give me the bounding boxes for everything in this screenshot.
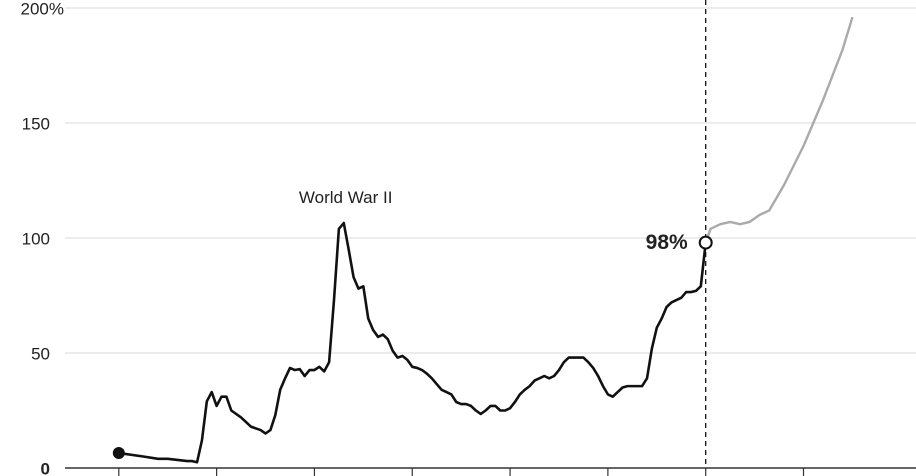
y-tick-label: 50	[31, 344, 50, 363]
highlight-point	[698, 235, 713, 250]
y-tick-label: 100	[22, 229, 50, 248]
y-tick-label: 200%	[21, 0, 64, 18]
y-tick-label: 0	[41, 459, 50, 476]
start-point	[112, 447, 125, 460]
y-tick-label: 150	[22, 114, 50, 133]
series-line	[704, 16, 854, 244]
highlight-label: 98%	[646, 231, 688, 254]
annotation: World War II	[299, 188, 393, 207]
series-line	[118, 221, 707, 464]
